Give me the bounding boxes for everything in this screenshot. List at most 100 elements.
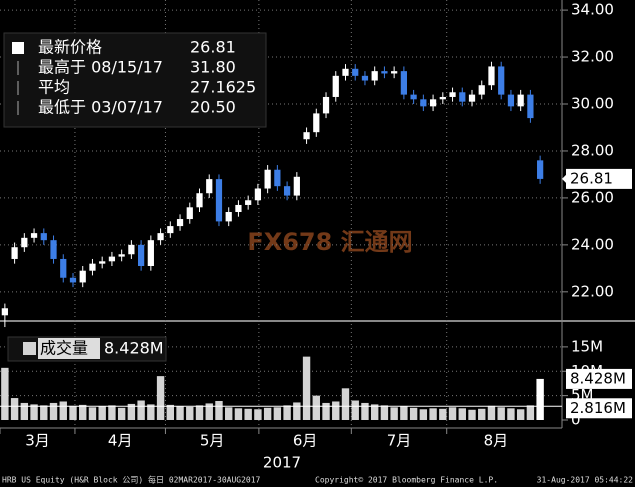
- volume-bar: [117, 407, 126, 420]
- last-price-label: 26.81: [570, 169, 613, 187]
- last-volume-label-box: [566, 368, 632, 389]
- volume-bar: [293, 402, 301, 420]
- volume-legend-value: 8.428M: [104, 339, 164, 358]
- legend-value: 27.1625: [190, 78, 256, 97]
- volume-bar: [59, 401, 67, 420]
- legend-marker: [12, 42, 24, 54]
- x-tick-label: 8月: [484, 432, 509, 450]
- volume-bar: [98, 406, 106, 420]
- candle-body: [118, 254, 125, 257]
- volume-bar: [409, 407, 418, 420]
- volume-bar: [79, 404, 87, 420]
- candle-body: [371, 71, 378, 81]
- volume-bar: [20, 402, 29, 420]
- candle-body: [138, 244, 145, 267]
- candle-body: [245, 200, 252, 205]
- candle-body: [186, 207, 193, 220]
- volume-bar: [487, 405, 496, 420]
- legend-value: 31.80: [190, 58, 236, 77]
- volume-bar: [166, 404, 175, 420]
- volume-bar: [400, 406, 408, 420]
- volume-bar: [468, 409, 476, 420]
- volume-bar: [49, 402, 58, 420]
- candle-body: [332, 75, 339, 97]
- volume-bar: [1, 367, 9, 420]
- y-tick-label: 30.00: [571, 95, 614, 113]
- volume-bar: [127, 403, 136, 420]
- candle-body: [429, 99, 437, 107]
- footer-left: HRB US Equity (H&R Block 公司) 每日 02MAR201…: [2, 475, 261, 485]
- volume-bar: [478, 408, 486, 420]
- y-tick-label: 26.00: [571, 188, 614, 206]
- volume-bar: [176, 406, 184, 420]
- legend-label: 最新价格: [38, 38, 102, 57]
- x-tick-label: 7月: [387, 432, 412, 450]
- candle-body: [235, 204, 242, 213]
- candle-body: [206, 179, 213, 194]
- candle-body: [303, 132, 310, 140]
- volume-bar: [108, 405, 116, 420]
- volume-bar: [254, 409, 262, 420]
- volume-bar: [30, 404, 38, 420]
- last-volume-label: 8.428M: [570, 369, 626, 387]
- candle-body: [69, 277, 77, 283]
- volume-bar: [215, 400, 223, 420]
- y-tick-label: 24.00: [571, 235, 614, 253]
- legend-label: 最高于 08/15/17: [38, 58, 163, 77]
- volume-bar: [458, 408, 466, 420]
- volume-bar: [88, 407, 97, 420]
- last-price-pointer: [562, 173, 567, 184]
- candle-body: [478, 85, 485, 95]
- footer-right: 31-Aug-2017 05:44:22: [537, 476, 634, 485]
- candle-body: [400, 71, 407, 95]
- candle-body: [498, 66, 505, 95]
- candle-body: [488, 66, 495, 86]
- candle-body: [225, 212, 232, 222]
- volume-bar: [234, 408, 243, 420]
- candle-body: [215, 179, 223, 222]
- y-tick-label: 34.00: [571, 1, 614, 19]
- volume-bar: [137, 400, 145, 420]
- candle-body: [283, 186, 291, 196]
- candle-body: [147, 240, 154, 267]
- x-tick-label: 4月: [108, 432, 133, 450]
- candle-body: [50, 240, 57, 259]
- volume-legend-name-bg: [38, 338, 100, 359]
- volume-bar: [361, 402, 369, 420]
- volume-y-tick-label: 15M: [571, 337, 603, 355]
- candle-body: [468, 94, 476, 102]
- candle-body: [322, 96, 330, 114]
- volume-bar: [302, 356, 311, 420]
- candle-body: [99, 261, 106, 264]
- candle-body: [449, 92, 456, 97]
- candle-body: [176, 219, 184, 227]
- volume-legend-name: 成交量: [40, 339, 88, 358]
- y-tick-label: 32.00: [571, 48, 614, 66]
- candle-body: [167, 226, 174, 234]
- legend-value: 26.81: [190, 38, 236, 57]
- candle-body: [361, 75, 369, 81]
- volume-bar: [516, 409, 525, 420]
- average-volume-label: 2.816M: [570, 399, 626, 417]
- candle-body: [196, 193, 203, 208]
- y-tick-label: 28.00: [571, 141, 614, 159]
- x-tick-label: 3月: [25, 432, 50, 450]
- volume-bar: [147, 404, 155, 420]
- volume-bar: [429, 408, 437, 420]
- x-tick-label: 6月: [293, 432, 318, 450]
- legend-label: 最低于 03/07/17: [38, 98, 163, 117]
- volume-bar: [419, 409, 428, 420]
- volume-bar: [186, 406, 194, 420]
- volume-bar: [370, 404, 379, 420]
- candle-body: [507, 94, 515, 107]
- watermark: FX678 汇通网: [247, 228, 412, 256]
- candle-body: [293, 176, 300, 196]
- candle-body: [313, 113, 320, 133]
- candle-body: [439, 96, 446, 100]
- legend-box: [3, 32, 267, 128]
- candle-body: [11, 247, 18, 259]
- candle-body: [89, 263, 96, 271]
- candle-body: [459, 92, 466, 102]
- volume-bar: [507, 408, 515, 420]
